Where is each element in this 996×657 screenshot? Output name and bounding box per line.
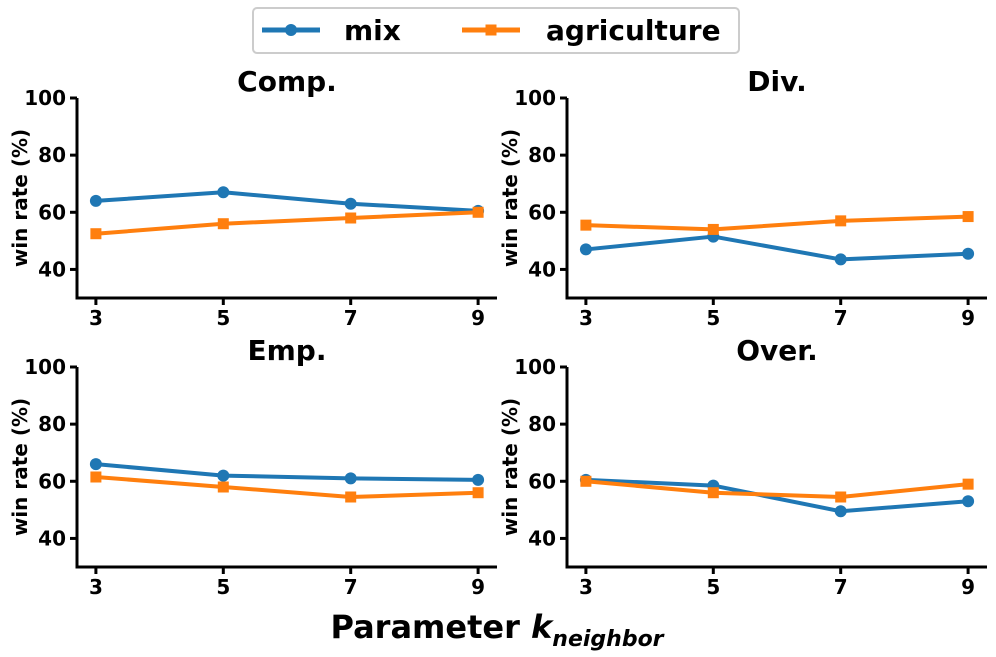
panel-over: Over. win rate (%)40 60 80 100 3 5 7 9 bbox=[498, 334, 987, 599]
panel-div-series-agriculture-point bbox=[707, 223, 719, 235]
panel-comp-series-agriculture-point bbox=[90, 228, 102, 240]
panel-comp-series-mix-point bbox=[217, 186, 230, 199]
panel-comp-series-mix-point bbox=[344, 197, 357, 210]
panel-emp-series-agriculture-point bbox=[217, 481, 229, 493]
panel-emp-series-agriculture-point bbox=[345, 491, 357, 503]
panel-emp-y-axis-label: win rate (%) bbox=[8, 398, 32, 536]
panel-div: Div. win rate (%)40 60 80 100 3 5 7 9 bbox=[498, 65, 987, 330]
panel-div-y-tick-label: 60 bbox=[528, 200, 556, 224]
panel-emp-series-agriculture-point bbox=[90, 471, 102, 483]
panel-div-series-mix-point bbox=[834, 253, 847, 266]
panel-div-series-mix-line bbox=[585, 234, 969, 262]
panel-div-x-tick-label: 7 bbox=[834, 306, 848, 330]
panel-comp-series-mix bbox=[89, 186, 485, 217]
panel-over-series-agriculture-point bbox=[962, 478, 974, 490]
legend-agriculture-label: agriculture bbox=[546, 14, 721, 47]
panel-comp-y-tick-label: 80 bbox=[38, 143, 66, 167]
panel-comp-x-tick-label: 3 bbox=[89, 306, 103, 330]
panel-over-y-tick-label: 60 bbox=[528, 469, 556, 493]
panel-over-series-agriculture-line bbox=[585, 479, 969, 499]
panel-comp-series-agriculture bbox=[90, 206, 484, 240]
panel-comp-series-mix-point bbox=[89, 194, 102, 207]
panel-over-x-tick-label: 9 bbox=[961, 575, 975, 599]
panel-comp-x-tick-label: 7 bbox=[344, 306, 358, 330]
panel-over-series-mix-point bbox=[962, 495, 975, 508]
legend-agriculture-marker bbox=[485, 24, 497, 36]
panel-emp-series-mix-point bbox=[89, 458, 102, 471]
panel-over-y-tick-label: 40 bbox=[528, 526, 556, 550]
panel-comp-series-agriculture-line bbox=[95, 210, 479, 236]
panel-div-series-agriculture-line bbox=[585, 214, 969, 232]
panel-over-title: Over. bbox=[736, 334, 818, 367]
panel-emp-series-mix-line bbox=[95, 462, 479, 482]
panel-over-y-tick-label: 100 bbox=[514, 355, 556, 379]
panel-comp-y-tick-label: 60 bbox=[38, 200, 66, 224]
panel-comp-x-tick-label: 5 bbox=[216, 306, 230, 330]
panel-emp-y-tick-label: 100 bbox=[24, 355, 66, 379]
x-axis-label-text: Parameter bbox=[330, 608, 531, 646]
panel-over-y-tick-label: 80 bbox=[528, 412, 556, 436]
panel-div-y-tick-label: 100 bbox=[514, 86, 556, 110]
panel-over-x-tick-label: 7 bbox=[834, 575, 848, 599]
panel-div-series-agriculture-point bbox=[580, 219, 592, 231]
panel-div-x-tick-label: 5 bbox=[706, 306, 720, 330]
panel-over-series-agriculture-point bbox=[580, 475, 592, 487]
panel-div-x-tick-label: 9 bbox=[961, 306, 975, 330]
x-axis-label: Parameter kneighbor bbox=[330, 608, 664, 652]
panel-emp-series-mix-point bbox=[344, 472, 357, 485]
panel-emp-x-tick-label: 7 bbox=[344, 575, 358, 599]
panel-emp-x-tick-label: 9 bbox=[471, 575, 485, 599]
panel-div-y-tick-label: 40 bbox=[528, 257, 556, 281]
panel-div-x-tick-label: 3 bbox=[579, 306, 593, 330]
panel-comp-series-mix-line bbox=[95, 190, 479, 213]
legend-mix-label: mix bbox=[344, 14, 401, 47]
panel-emp-title: Emp. bbox=[248, 334, 327, 367]
panel-emp: Emp. win rate (%)40 60 80 100 3 5 7 9 bbox=[8, 334, 497, 599]
panel-over-x-tick-label: 5 bbox=[706, 575, 720, 599]
panel-comp-series-agriculture-point bbox=[345, 212, 357, 224]
x-axis-label-k: k bbox=[531, 608, 554, 646]
panel-comp-y-axis-label: win rate (%) bbox=[8, 129, 32, 267]
panel-over-series-agriculture bbox=[580, 475, 974, 503]
panel-emp-x-tick-label: 5 bbox=[216, 575, 230, 599]
panel-div-series-agriculture bbox=[580, 211, 974, 235]
panel-comp-y-tick-label: 100 bbox=[24, 86, 66, 110]
panel-div-series-agriculture-point bbox=[962, 211, 974, 223]
panel-over-series-mix-point bbox=[834, 505, 847, 518]
panel-comp-x-tick-label: 9 bbox=[471, 306, 485, 330]
panel-emp-series-agriculture bbox=[90, 471, 484, 503]
x-axis-label-subscript: neighbor bbox=[552, 627, 664, 652]
panel-div-y-axis-label: win rate (%) bbox=[498, 129, 522, 267]
panel-over-x-tick-label: 3 bbox=[579, 575, 593, 599]
panel-emp-series-agriculture-point bbox=[472, 487, 484, 499]
panel-over-series-agriculture-point bbox=[835, 491, 847, 503]
legend-mix-marker bbox=[285, 24, 297, 36]
panel-comp: Comp. win rate (%)40 60 80 100 3 5 7 9 bbox=[8, 65, 497, 330]
panel-over-series-mix-line bbox=[585, 477, 969, 514]
panel-emp-series-mix-point bbox=[472, 473, 485, 486]
panel-comp-y-tick-label: 40 bbox=[38, 257, 66, 281]
panel-emp-y-tick-label: 80 bbox=[38, 412, 66, 436]
panel-emp-series-mix-point bbox=[217, 469, 230, 482]
panel-div-series-mix-point bbox=[962, 247, 975, 260]
panel-comp-title: Comp. bbox=[237, 65, 337, 98]
panel-emp-y-tick-label: 60 bbox=[38, 469, 66, 493]
panel-div-series-mix bbox=[579, 230, 975, 266]
panel-comp-series-agriculture-point bbox=[217, 218, 229, 230]
panel-comp-series-agriculture-point bbox=[472, 206, 484, 218]
panel-over-series-agriculture-point bbox=[707, 487, 719, 499]
panel-emp-y-tick-label: 40 bbox=[38, 526, 66, 550]
panel-emp-series-mix bbox=[89, 458, 485, 486]
panel-emp-series-agriculture-line bbox=[95, 475, 479, 499]
legend: mix agriculture bbox=[252, 7, 740, 54]
panel-div-y-tick-label: 80 bbox=[528, 143, 556, 167]
panel-div-title: Div. bbox=[747, 65, 806, 98]
panel-over-y-axis-label: win rate (%) bbox=[498, 398, 522, 536]
panel-emp-x-tick-label: 3 bbox=[89, 575, 103, 599]
panel-div-series-agriculture-point bbox=[835, 215, 847, 227]
panel-div-series-mix-point bbox=[579, 243, 592, 256]
